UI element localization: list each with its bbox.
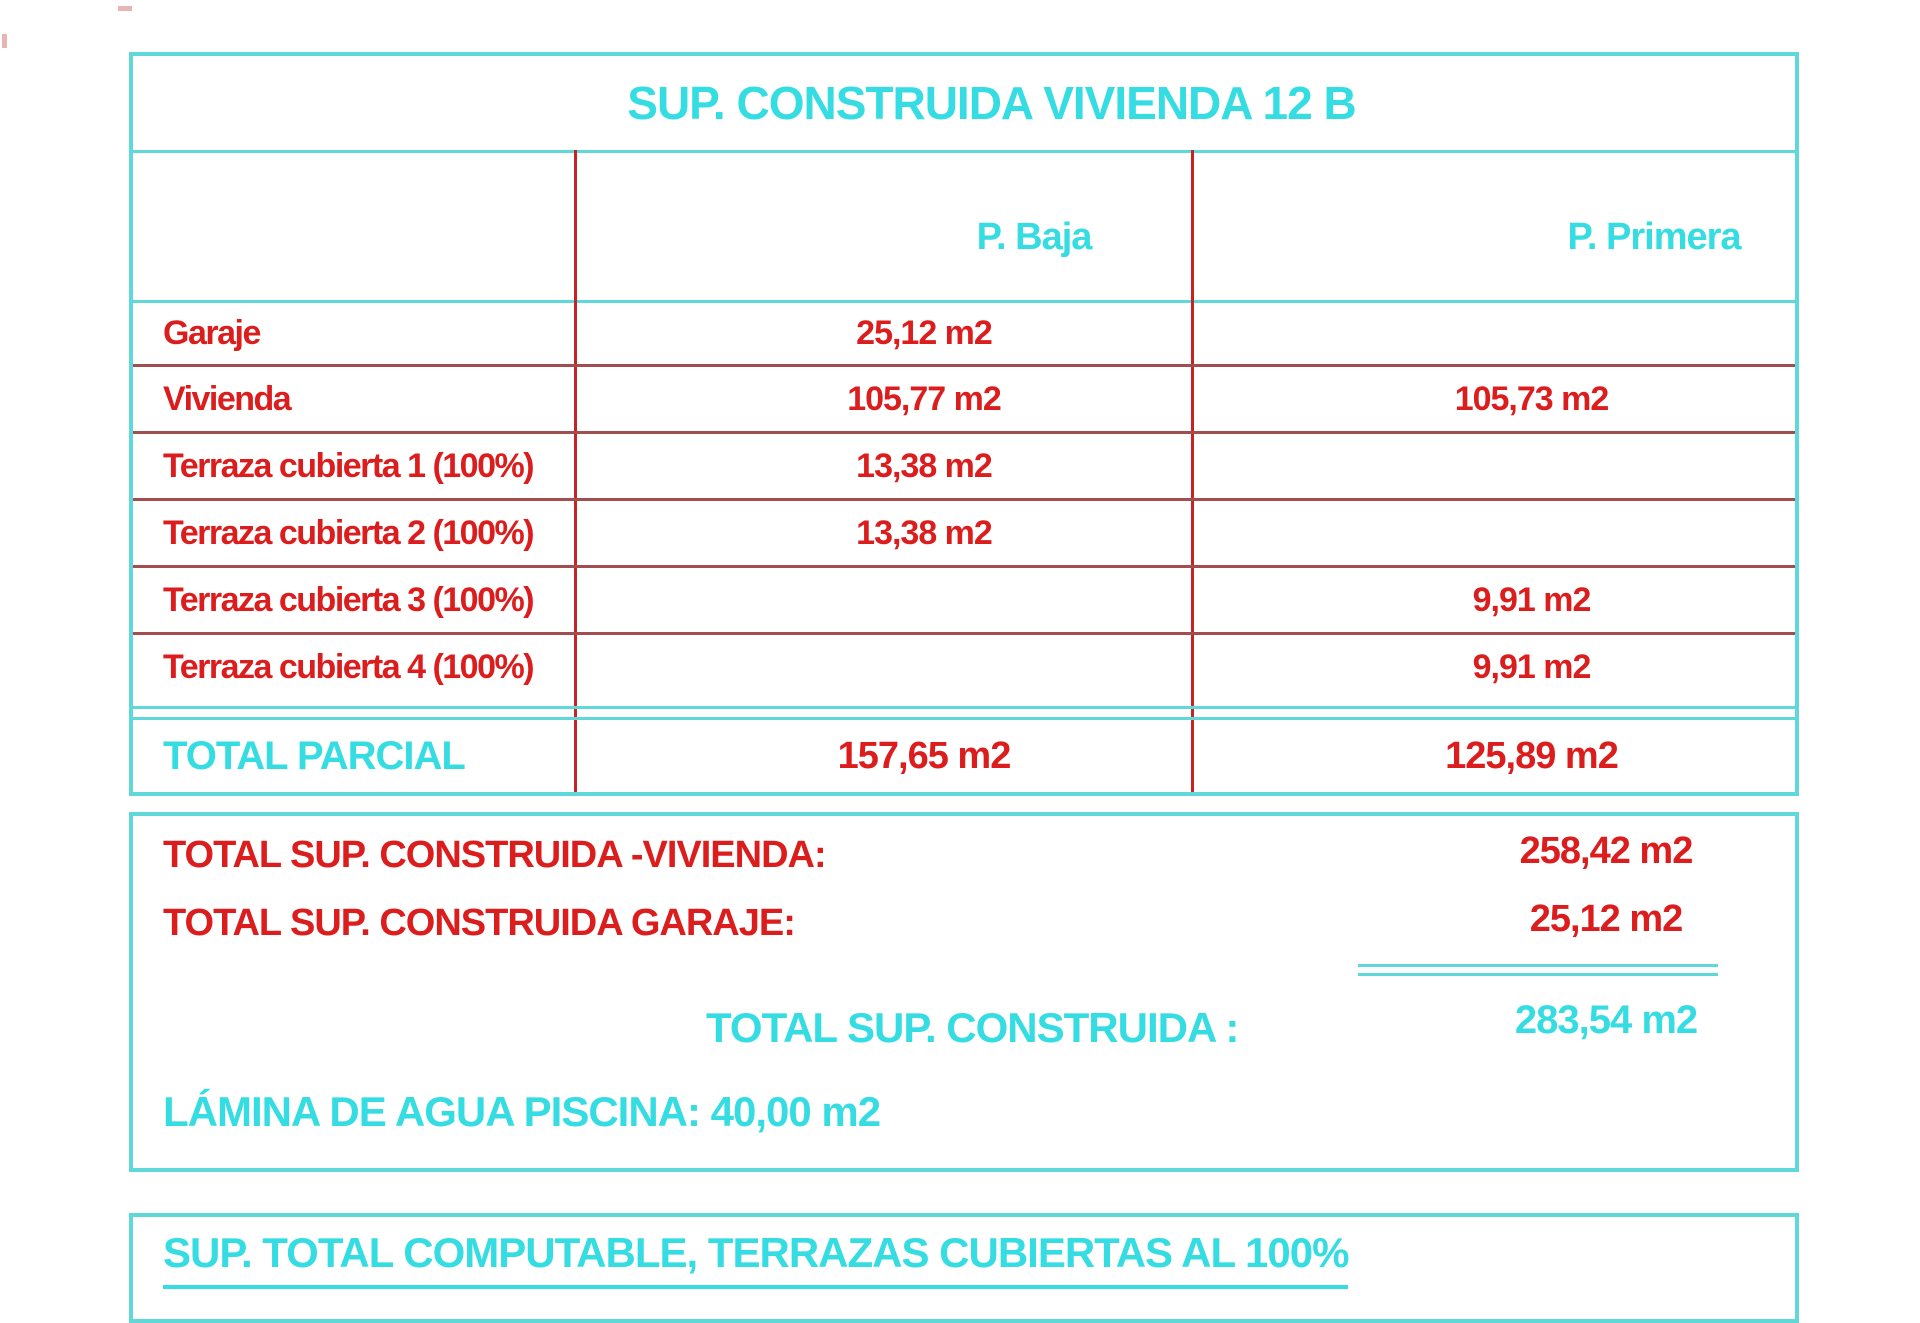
table-body: Garaje 25,12 m2 Vivienda 105,77 m2 105,7… <box>133 303 1795 699</box>
total-parcial-row: TOTAL PARCIAL 157,65 m2 125,89 m2 <box>133 720 1795 792</box>
column-header-p-primera: P. Primera <box>1567 216 1741 258</box>
row-label: Garaje <box>163 314 261 352</box>
divider-under-title <box>133 150 1795 153</box>
double-divider-total <box>133 706 1795 720</box>
cell-p-baja: 13,38 m2 <box>856 513 993 552</box>
table-row: Garaje 25,12 m2 <box>133 303 1795 367</box>
total-p-baja: 157,65 m2 <box>837 734 1012 777</box>
row-label: Vivienda <box>163 379 292 418</box>
grand-total-value: 283,54 m2 <box>1514 998 1698 1042</box>
scan-artifact <box>118 6 132 11</box>
row-label: Terraza cubierta 1 (100%) <box>163 446 535 485</box>
table-row: Terraza cubierta 4 (100%) 9,91 m2 <box>133 635 1795 699</box>
piscina-label: LÁMINA DE AGUA PISCINA: 40,00 m2 <box>163 1088 881 1135</box>
cell-p-baja: 13,38 m2 <box>856 446 993 485</box>
total-p-primera: 125,89 m2 <box>1445 734 1619 777</box>
row-label: Terraza cubierta 4 (100%) <box>163 647 535 686</box>
total-vivienda-label: TOTAL SUP. CONSTRUIDA -VIVIENDA: <box>163 834 827 876</box>
column-header-p-baja: P. Baja <box>976 216 1093 258</box>
total-garaje-value: 25,12 m2 <box>1529 898 1684 940</box>
column-divider-2 <box>1191 150 1194 792</box>
cell-p-baja <box>614 635 1234 699</box>
table-title: SUP. CONSTRUIDA VIVIENDA 12 B <box>627 77 1356 129</box>
surface-table: SUP. CONSTRUIDA VIVIENDA 12 B P. Baja P.… <box>129 52 1799 796</box>
total-parcial-label: TOTAL PARCIAL <box>163 733 466 778</box>
cell-p-baja: 25,12 m2 <box>856 314 993 352</box>
cell-p-primera: 105,73 m2 <box>1454 379 1610 418</box>
cell-p-primera <box>1231 434 1832 498</box>
footer-box: SUP. TOTAL COMPUTABLE, TERRAZAS CUBIERTA… <box>129 1213 1799 1323</box>
cell-p-baja <box>614 568 1234 632</box>
table-row: Terraza cubierta 1 (100%) 13,38 m2 <box>133 434 1795 501</box>
divider-under-header <box>133 300 1795 303</box>
cell-p-primera: 9,91 m2 <box>1472 580 1592 619</box>
cell-p-baja: 105,77 m2 <box>847 379 1002 418</box>
table-row: Terraza cubierta 2 (100%) 13,38 m2 <box>133 501 1795 568</box>
footer-title: SUP. TOTAL COMPUTABLE, TERRAZAS CUBIERTA… <box>163 1229 1349 1289</box>
grand-total-label: TOTAL SUP. CONSTRUIDA : <box>706 1004 1239 1051</box>
sum-double-underline <box>1358 964 1718 976</box>
table-row: Vivienda 105,77 m2 105,73 m2 <box>133 367 1795 434</box>
row-label: Terraza cubierta 3 (100%) <box>163 580 535 619</box>
table-row: Terraza cubierta 3 (100%) 9,91 m2 <box>133 568 1795 635</box>
summary-box: TOTAL SUP. CONSTRUIDA -VIVIENDA: 258,42 … <box>129 812 1799 1172</box>
page: SUP. CONSTRUIDA VIVIENDA 12 B P. Baja P.… <box>2 6 1799 1323</box>
cell-p-primera: 9,91 m2 <box>1472 647 1592 686</box>
total-garaje-label: TOTAL SUP. CONSTRUIDA GARAJE: <box>163 902 796 944</box>
cell-p-primera <box>1231 303 1832 364</box>
column-divider-1 <box>574 150 577 792</box>
total-vivienda-value: 258,42 m2 <box>1519 830 1694 872</box>
cell-p-primera <box>1231 501 1832 565</box>
row-label: Terraza cubierta 2 (100%) <box>163 513 535 552</box>
scan-artifact <box>2 34 7 48</box>
